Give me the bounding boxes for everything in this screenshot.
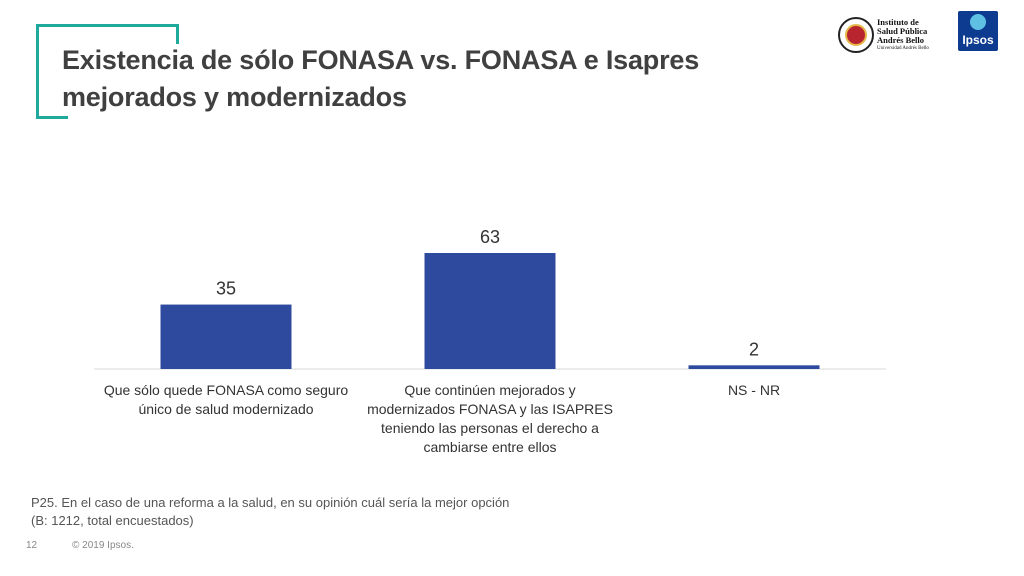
category-label-line: Que continúen mejorados y	[404, 382, 576, 398]
page-title-line1: Existencia de sólo FONASA vs. FONASA e I…	[62, 45, 700, 75]
data-label-3: 2	[749, 339, 759, 359]
category-label-3: NS - NR	[624, 381, 884, 400]
category-label-1: Que sólo quede FONASA como seguro único d…	[96, 381, 356, 419]
institute-logo-text: Instituto de Salud Pública Andrés Bello …	[877, 17, 929, 52]
bar-1	[160, 304, 292, 369]
category-label-line: teniendo las personas el derecho a	[381, 420, 599, 436]
page-number: 12	[26, 540, 38, 551]
footnote: P25. En el caso de una reforma a la salu…	[31, 494, 631, 530]
category-label-line: NS - NR	[727, 382, 781, 398]
category-label-line: cambiarse entre ellos	[423, 439, 557, 455]
category-label-line: modernizados FONASA y las ISAPRES	[367, 401, 613, 417]
university-seal-icon	[838, 17, 874, 53]
title-accent-bracket	[36, 24, 176, 119]
footnote-question: P25. En el caso de una reforma a la salu…	[31, 495, 510, 510]
ipsos-logo-mark	[970, 14, 986, 30]
data-label-1: 35	[216, 279, 236, 299]
category-label-line: Que sólo quede FONASA como seguro	[103, 382, 349, 398]
ipsos-logo: Ipsos	[958, 11, 998, 51]
page-title: Existencia de sólo FONASA vs. FONASA e I…	[62, 42, 782, 116]
ipsos-logo-text: Ipsos	[962, 33, 994, 47]
category-label-line: único de salud modernizado	[138, 401, 314, 417]
data-label-2: 63	[480, 227, 500, 247]
institute-logo: Instituto de Salud Pública Andrés Bello …	[838, 13, 938, 57]
bar-3	[688, 365, 820, 369]
category-label-2: Que continúen mejorados y modernizados FO…	[360, 381, 620, 457]
title-accent-bracket-bottom	[36, 116, 68, 119]
bar-2	[424, 253, 556, 369]
footnote-base: (B: 1212, total encuestados)	[31, 513, 194, 528]
page-title-line2: mejorados y modernizados	[62, 82, 407, 112]
title-accent-bracket-right	[176, 24, 179, 44]
copyright-notice: © 2019 Ipsos.	[72, 540, 134, 551]
